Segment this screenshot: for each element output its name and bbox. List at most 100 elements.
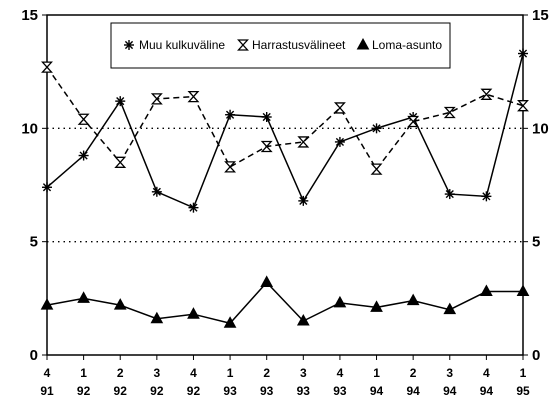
x-tick-label-year: 92 — [187, 384, 201, 398]
data-point — [333, 102, 346, 114]
x-tick-label-year: 92 — [150, 384, 164, 398]
y-tick-label-left: 15 — [21, 7, 38, 24]
x-tick-label-year: 93 — [223, 384, 237, 398]
data-point — [333, 295, 347, 308]
data-point — [443, 106, 456, 119]
data-point — [260, 275, 274, 287]
series-line — [46, 281, 523, 325]
series-line — [46, 66, 524, 171]
data-point — [225, 109, 236, 120]
legend-item: Muu kulkuväline — [124, 38, 225, 52]
x-tick-label-quarter: 4 — [44, 366, 51, 380]
y-tick-label-right: 0 — [532, 347, 540, 364]
data-point — [443, 302, 457, 315]
x-tick-label-quarter: 3 — [154, 366, 161, 380]
x-tick-label-quarter: 3 — [446, 366, 453, 380]
x-tick-label-quarter: 3 — [300, 366, 307, 380]
data-point — [444, 189, 455, 200]
marker-stroke — [189, 203, 198, 212]
x-tick-label-quarter: 2 — [263, 366, 270, 380]
data-point — [356, 37, 370, 50]
x-tick-label-year: 94 — [443, 384, 457, 398]
x-tick-label-year: 92 — [77, 384, 91, 398]
marker-stroke — [518, 49, 528, 58]
data-point — [223, 316, 237, 328]
x-tick-label-quarter: 1 — [520, 366, 527, 380]
x-tick-label-quarter: 1 — [227, 366, 234, 380]
data-point — [187, 307, 200, 319]
reference-lines — [47, 127, 523, 243]
marker-stroke — [225, 110, 235, 119]
y-tick-label-right: 10 — [532, 120, 549, 137]
data-point — [40, 298, 54, 310]
data-point — [516, 284, 530, 297]
legend-box — [110, 22, 451, 69]
data-point — [297, 136, 310, 148]
x-tick-label-quarter: 2 — [117, 366, 124, 380]
x-axis: 4 91 1 92 2 92 3 92 4 92 1 93 2 93 3 93 4 93 1 94 2 94 3 94 4 94 1… — [40, 355, 530, 398]
data-point — [480, 88, 493, 100]
data-point — [480, 284, 493, 297]
marker-stroke — [335, 137, 345, 147]
x-tick-label-quarter: 1 — [373, 366, 380, 380]
marker-stroke — [445, 189, 454, 199]
legend: Muu kulkuväline Harrastusvälineet Loma-asu… — [110, 22, 451, 69]
x-tick-label-quarter: 2 — [410, 366, 417, 380]
legend-label: Muu kulkuväline — [139, 38, 225, 52]
marker-stroke — [116, 97, 125, 106]
x-tick-label-year: 94 — [370, 384, 384, 398]
y-tick-label-left: 10 — [21, 120, 38, 137]
x-tick-label-year: 93 — [333, 384, 347, 398]
series-asterisk — [42, 48, 528, 213]
marker-stroke — [152, 187, 161, 196]
data-point — [150, 311, 164, 324]
data-point — [150, 93, 163, 105]
x-tick-label-quarter: 4 — [337, 366, 344, 380]
data-point — [114, 156, 127, 168]
data-point — [407, 115, 420, 128]
x-tick-label-year: 92 — [114, 384, 128, 398]
series-line — [46, 53, 524, 209]
marker-stroke — [262, 112, 271, 122]
data-point — [261, 112, 272, 122]
y-axis-left: 0 5 10 15 — [21, 7, 47, 364]
data-point — [296, 313, 310, 326]
series-triangle — [40, 275, 530, 328]
legend-label: Loma-asunto — [372, 38, 442, 52]
x-tick-label-year: 93 — [297, 384, 311, 398]
data-point — [237, 39, 249, 51]
data-point — [77, 291, 90, 303]
data-point — [151, 186, 162, 197]
x-tick-label-year: 95 — [516, 384, 530, 398]
data-point — [260, 140, 273, 153]
x-tick-label-quarter: 4 — [483, 366, 490, 380]
data-point — [113, 298, 127, 310]
legend-item: Harrastusvälineet — [237, 38, 346, 52]
data-point — [370, 163, 383, 175]
data-point — [115, 96, 126, 107]
y-tick-label-right: 5 — [532, 234, 540, 251]
x-tick-label-year: 93 — [260, 384, 274, 398]
data-point — [42, 182, 52, 193]
data-point — [371, 123, 382, 134]
legend-label: Harrastusvälineet — [252, 38, 346, 52]
data-point — [298, 195, 309, 206]
marker-stroke — [299, 196, 308, 205]
x-tick-label-quarter: 4 — [190, 366, 197, 380]
x-tick-label-quarter: 1 — [80, 366, 87, 380]
y-tick-label-right: 15 — [532, 7, 549, 24]
legend-item: Loma-asunto — [356, 37, 442, 52]
data-point — [77, 113, 90, 125]
x-tick-label-year: 94 — [480, 384, 494, 398]
data-point — [406, 293, 420, 306]
series-layer — [40, 48, 530, 328]
x-tick-label-year: 94 — [406, 384, 420, 398]
x-tick-label-year: 91 — [40, 384, 54, 398]
y-axis-right: 0 5 10 15 — [523, 7, 549, 364]
marker-stroke — [372, 124, 381, 133]
marker-stroke — [79, 151, 88, 160]
data-point — [518, 48, 528, 59]
data-point — [41, 61, 53, 73]
marker-stroke — [124, 40, 134, 50]
